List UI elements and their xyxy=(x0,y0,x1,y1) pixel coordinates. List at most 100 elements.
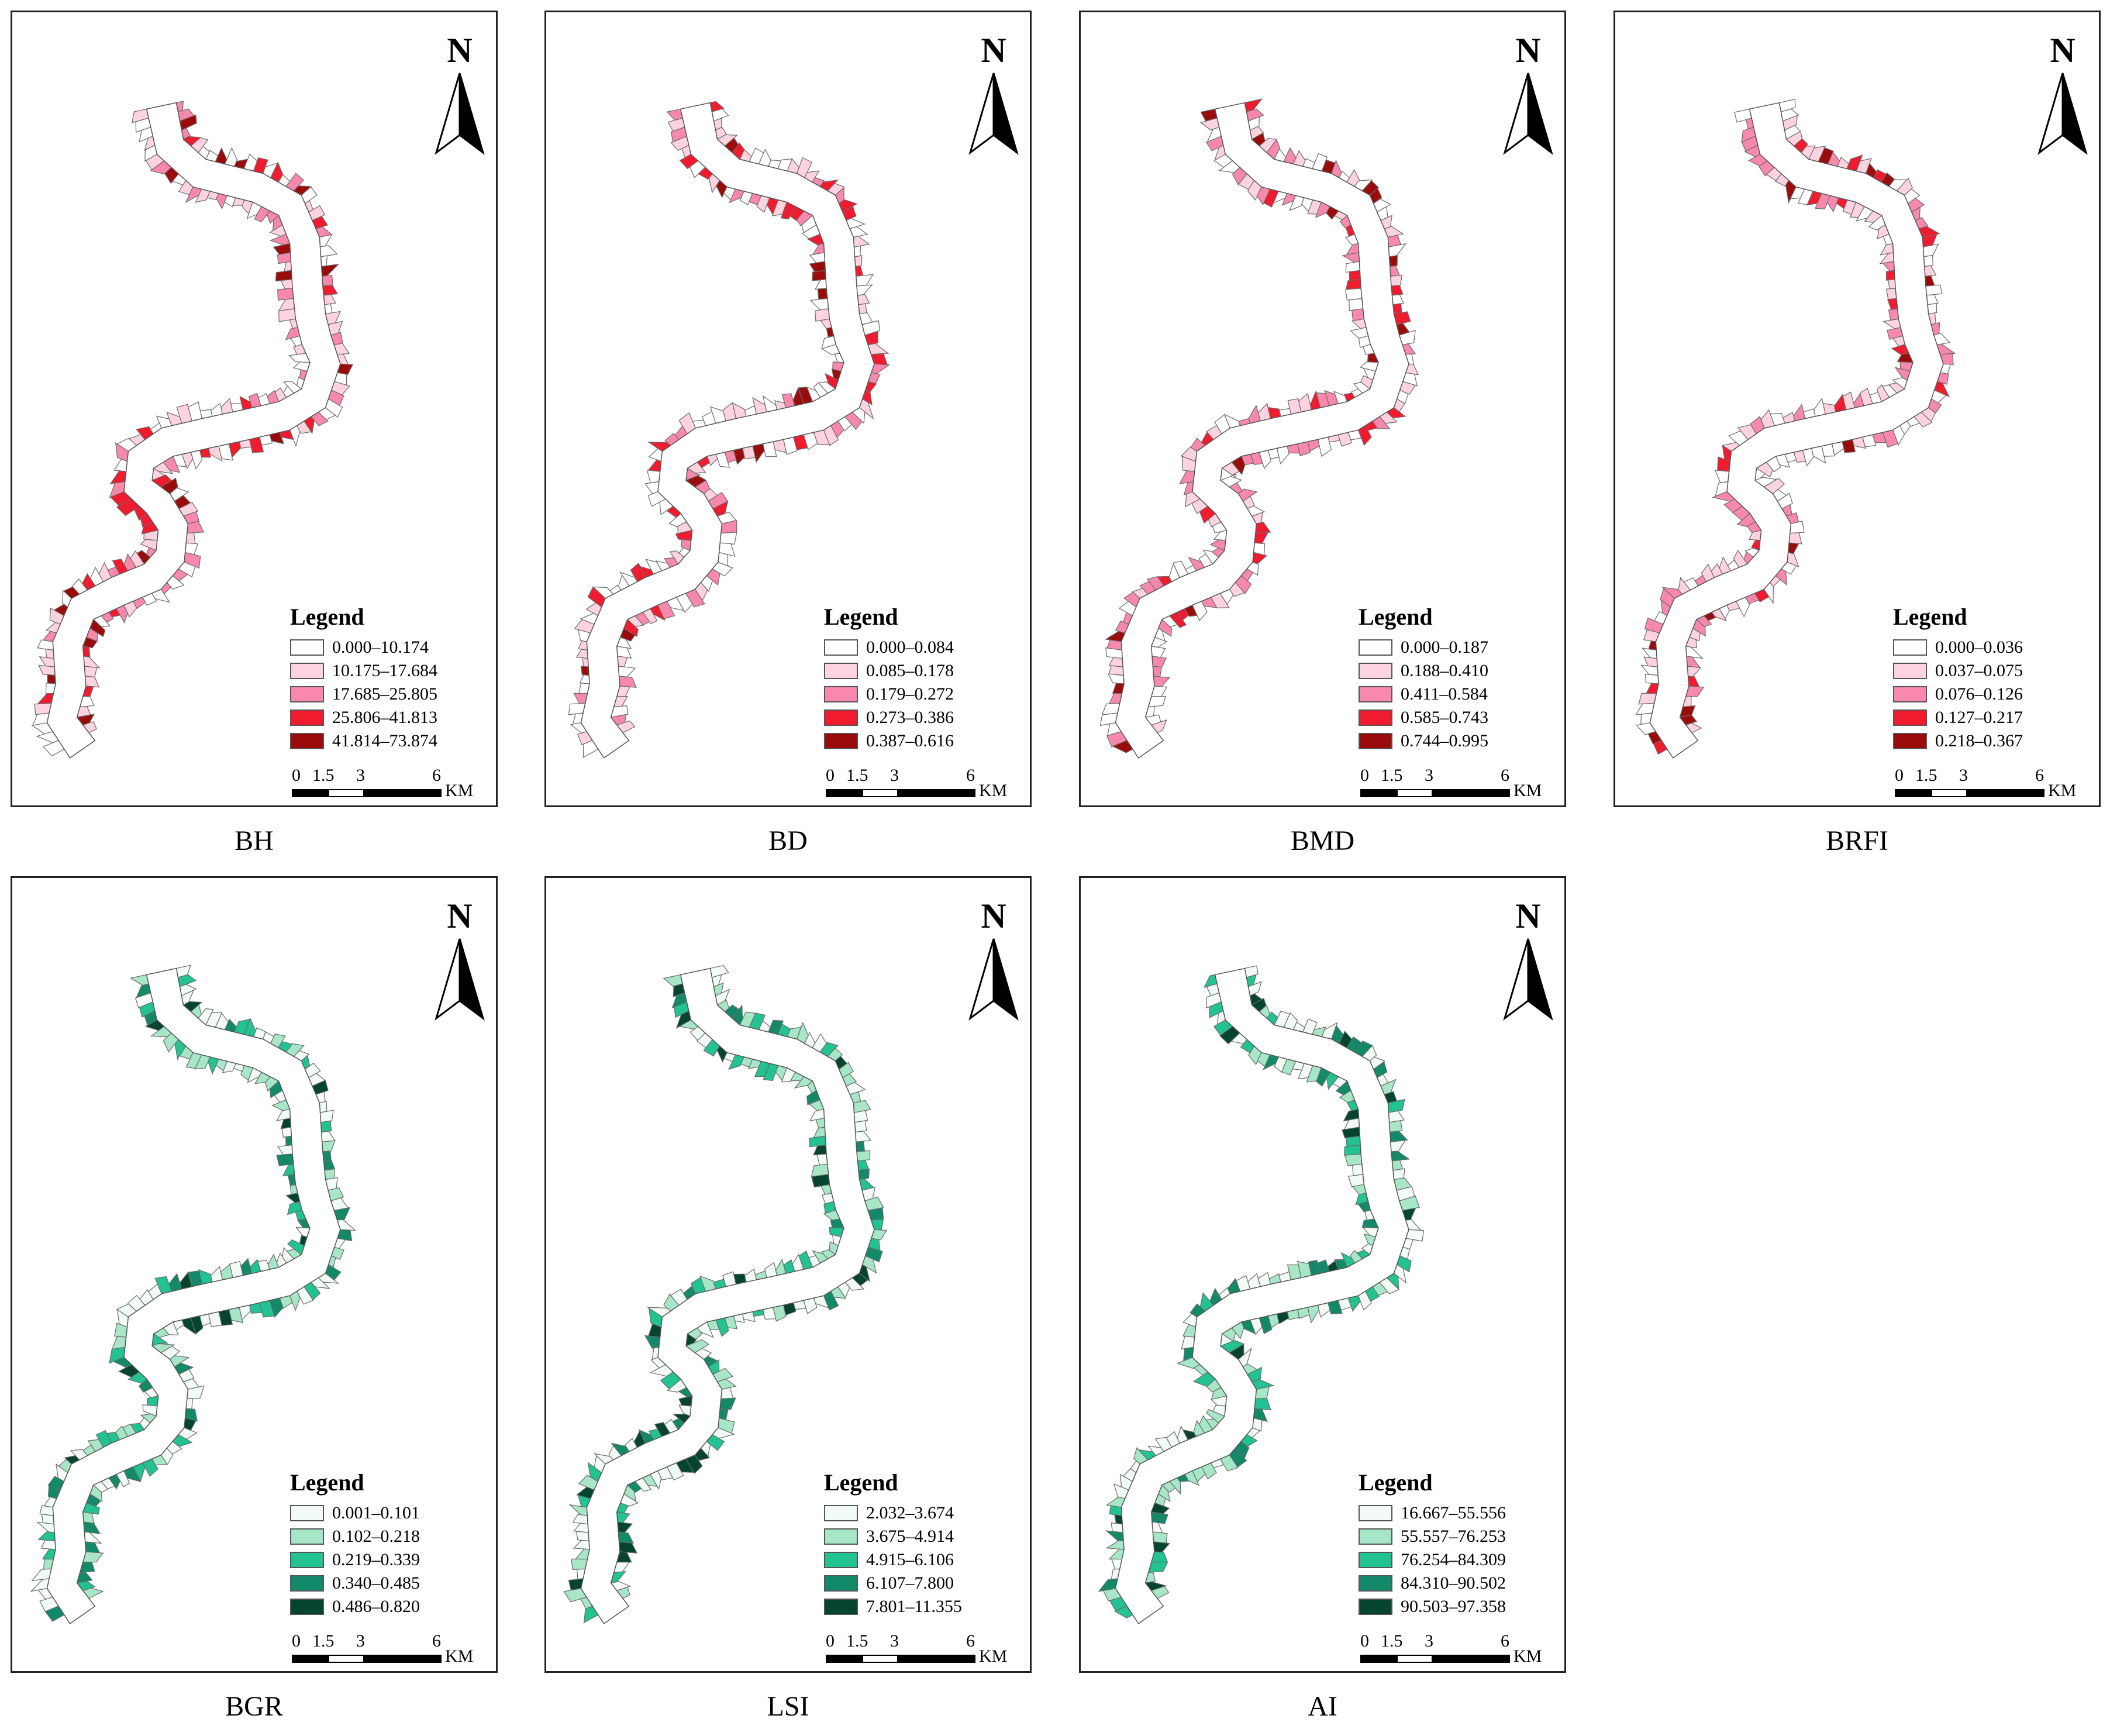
panel-caption: BH xyxy=(235,825,274,856)
river-unit-patch xyxy=(1883,318,1901,329)
panel-caption: BGR xyxy=(225,1691,283,1722)
river-unit-patch xyxy=(1346,279,1361,290)
scale-bar: 0 1.5 3 6 KM xyxy=(292,766,485,801)
river-unit-patch xyxy=(1714,469,1730,484)
river-map xyxy=(563,965,888,1624)
scale-tick-label: 1.5 xyxy=(846,766,868,785)
river-unit-patch xyxy=(857,294,870,305)
river-unit-patch xyxy=(1640,664,1659,676)
legend-title: Legend xyxy=(290,1469,364,1496)
legend-item: 0.585–0.743 xyxy=(1359,706,1557,729)
legend-item: 25.806–41.813 xyxy=(290,706,489,729)
legend-item: 0.102–0.218 xyxy=(290,1525,489,1548)
river-unit-patch xyxy=(1788,532,1802,545)
river-unit-patch xyxy=(1888,308,1899,321)
north-arrow: N xyxy=(964,30,1023,159)
river-unit-patch xyxy=(1152,666,1162,677)
legend-item: 0.037–0.075 xyxy=(1893,659,2092,683)
scale-segment xyxy=(1433,789,1510,797)
legend-swatch xyxy=(290,686,324,702)
river-unit-patch xyxy=(1885,270,1895,281)
river-unit-patch xyxy=(1342,252,1360,263)
river-unit-patch xyxy=(1924,265,1937,277)
scale-bar: 0 1.5 3 6 KM xyxy=(1360,1631,1553,1666)
legend-swatch xyxy=(1359,639,1392,656)
scale-tick-label: 1.5 xyxy=(1381,766,1403,785)
river-unit-patch xyxy=(719,532,737,545)
river-unit-patch xyxy=(1923,254,1933,267)
river-unit-patch xyxy=(321,1131,336,1142)
legend-label: 0.000–10.174 xyxy=(332,638,429,657)
legend-item: 0.387–0.616 xyxy=(824,729,1023,753)
scale-segment xyxy=(1397,1655,1433,1663)
legend-label: 7.801–11.355 xyxy=(866,1597,962,1616)
river-unit-patch xyxy=(146,1395,159,1407)
river-unit-patch xyxy=(285,1135,292,1146)
river-unit-patch xyxy=(282,1163,295,1177)
river-unit-patch xyxy=(618,1541,638,1554)
panel-caption: BD xyxy=(768,825,808,856)
legend-label: 0.585–0.743 xyxy=(1401,708,1488,727)
river-unit-patch xyxy=(276,1153,294,1166)
scale-unit: KM xyxy=(979,781,1008,800)
river-unit-patch xyxy=(1151,1521,1163,1534)
legend-item: 0.179–0.272 xyxy=(824,683,1023,706)
river-unit-patch xyxy=(322,1140,336,1152)
scale-unit: KM xyxy=(1513,1647,1542,1666)
river-unit-patch xyxy=(324,1168,335,1180)
scale-segment xyxy=(1931,789,1967,797)
legend-swatch xyxy=(290,733,324,749)
river-unit-patch xyxy=(814,279,827,290)
river-unit-patch xyxy=(320,1120,332,1133)
legend-label: 0.037–0.075 xyxy=(1935,661,2023,680)
legend-item: 55.557–76.253 xyxy=(1359,1525,1557,1548)
legend-item: 0.000–0.036 xyxy=(1893,636,2092,659)
river-unit-patch xyxy=(579,674,590,684)
river-unit-patch xyxy=(47,674,56,684)
legend-swatch xyxy=(290,1505,324,1521)
scale-unit: KM xyxy=(979,1647,1008,1666)
river-unit-patch xyxy=(84,666,98,678)
river-unit-patch xyxy=(1787,542,1799,554)
legend: Legend 0.000–0.036 0.037–0.075 0.076–0.126 0… xyxy=(1893,603,2092,753)
river-unit-patch xyxy=(1254,1397,1271,1411)
north-label: N xyxy=(447,897,473,935)
north-arrow: N xyxy=(964,895,1023,1024)
river-unit-patch xyxy=(210,1266,223,1283)
legend-item: 0.188–0.410 xyxy=(1359,659,1557,683)
legend-swatch xyxy=(824,1575,858,1592)
scale-bar: 0 1.5 3 6 KM xyxy=(1360,766,1553,801)
map-panel-bd: N Legend 0.000–0.084 0.085–0.178 0.179–0.272… xyxy=(544,11,1032,807)
legend-item: 90.503–97.358 xyxy=(1359,1595,1557,1618)
river-unit-patch xyxy=(38,664,56,676)
river-unit-patch xyxy=(1105,1540,1125,1550)
legend-title: Legend xyxy=(1359,604,1433,630)
scale-segment xyxy=(292,789,328,797)
river-channel xyxy=(1115,967,1409,1624)
legend-label: 2.032–3.674 xyxy=(866,1503,954,1523)
legend-label: 84.310–90.502 xyxy=(1401,1573,1506,1593)
river-unit-patch xyxy=(573,1539,590,1550)
scale-tick-label: 3 xyxy=(890,766,899,785)
river-unit-patch xyxy=(809,261,826,273)
legend-title: Legend xyxy=(824,604,898,630)
river-unit-patch xyxy=(1153,1541,1170,1553)
legend-item: 0.219–0.339 xyxy=(290,1548,489,1572)
river-unit-patch xyxy=(646,470,661,484)
river-unit-patch xyxy=(1151,656,1167,668)
legend-swatch xyxy=(1359,663,1392,679)
river-unit-patch xyxy=(853,1100,871,1113)
river-unit-patch xyxy=(113,459,128,472)
scale-bar: 0 1.5 3 6 KM xyxy=(1895,766,2088,801)
river-unit-patch xyxy=(1153,676,1171,687)
river-unit-patch xyxy=(854,1120,867,1133)
legend-label: 0.001–0.101 xyxy=(332,1503,420,1523)
river-unit-patch xyxy=(858,303,867,315)
legend: Legend 0.000–10.174 10.175–17.684 17.685–25… xyxy=(290,603,489,753)
river-unit-patch xyxy=(185,532,196,545)
scale-tick-label: 6 xyxy=(432,1631,441,1651)
scale-tick-label: 0 xyxy=(1360,1631,1369,1651)
river-map xyxy=(1098,965,1425,1624)
river-unit-patch xyxy=(1257,402,1271,422)
river-unit-patch xyxy=(1388,1120,1403,1133)
